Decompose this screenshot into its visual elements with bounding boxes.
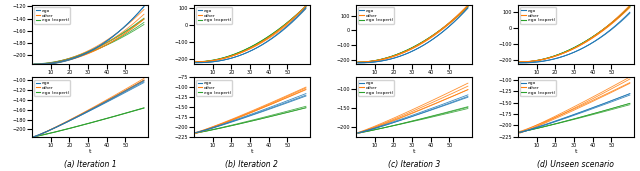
X-axis label: t: t xyxy=(413,149,415,154)
Legend: ego, other, ego (expert): ego, other, ego (expert) xyxy=(520,7,556,24)
Legend: ego, other, ego (expert): ego, other, ego (expert) xyxy=(196,80,232,96)
Legend: ego, other, ego (expert): ego, other, ego (expert) xyxy=(358,7,394,24)
X-axis label: t: t xyxy=(88,149,91,154)
Text: (d) Unseen scenario: (d) Unseen scenario xyxy=(538,160,614,169)
Text: (b) Iteration 2: (b) Iteration 2 xyxy=(225,160,278,169)
Legend: ego, other, ego (expert): ego, other, ego (expert) xyxy=(196,7,232,24)
Legend: ego, other, ego (expert): ego, other, ego (expert) xyxy=(358,80,394,96)
Legend: ego, other, ego (expert): ego, other, ego (expert) xyxy=(34,7,70,24)
X-axis label: t: t xyxy=(575,149,577,154)
X-axis label: t: t xyxy=(251,149,253,154)
Text: (a) Iteration 1: (a) Iteration 1 xyxy=(63,160,116,169)
Legend: ego, other, ego (expert): ego, other, ego (expert) xyxy=(520,80,556,96)
Text: (c) Iteration 3: (c) Iteration 3 xyxy=(388,160,440,169)
Legend: ego, other, ego (expert): ego, other, ego (expert) xyxy=(34,80,70,96)
